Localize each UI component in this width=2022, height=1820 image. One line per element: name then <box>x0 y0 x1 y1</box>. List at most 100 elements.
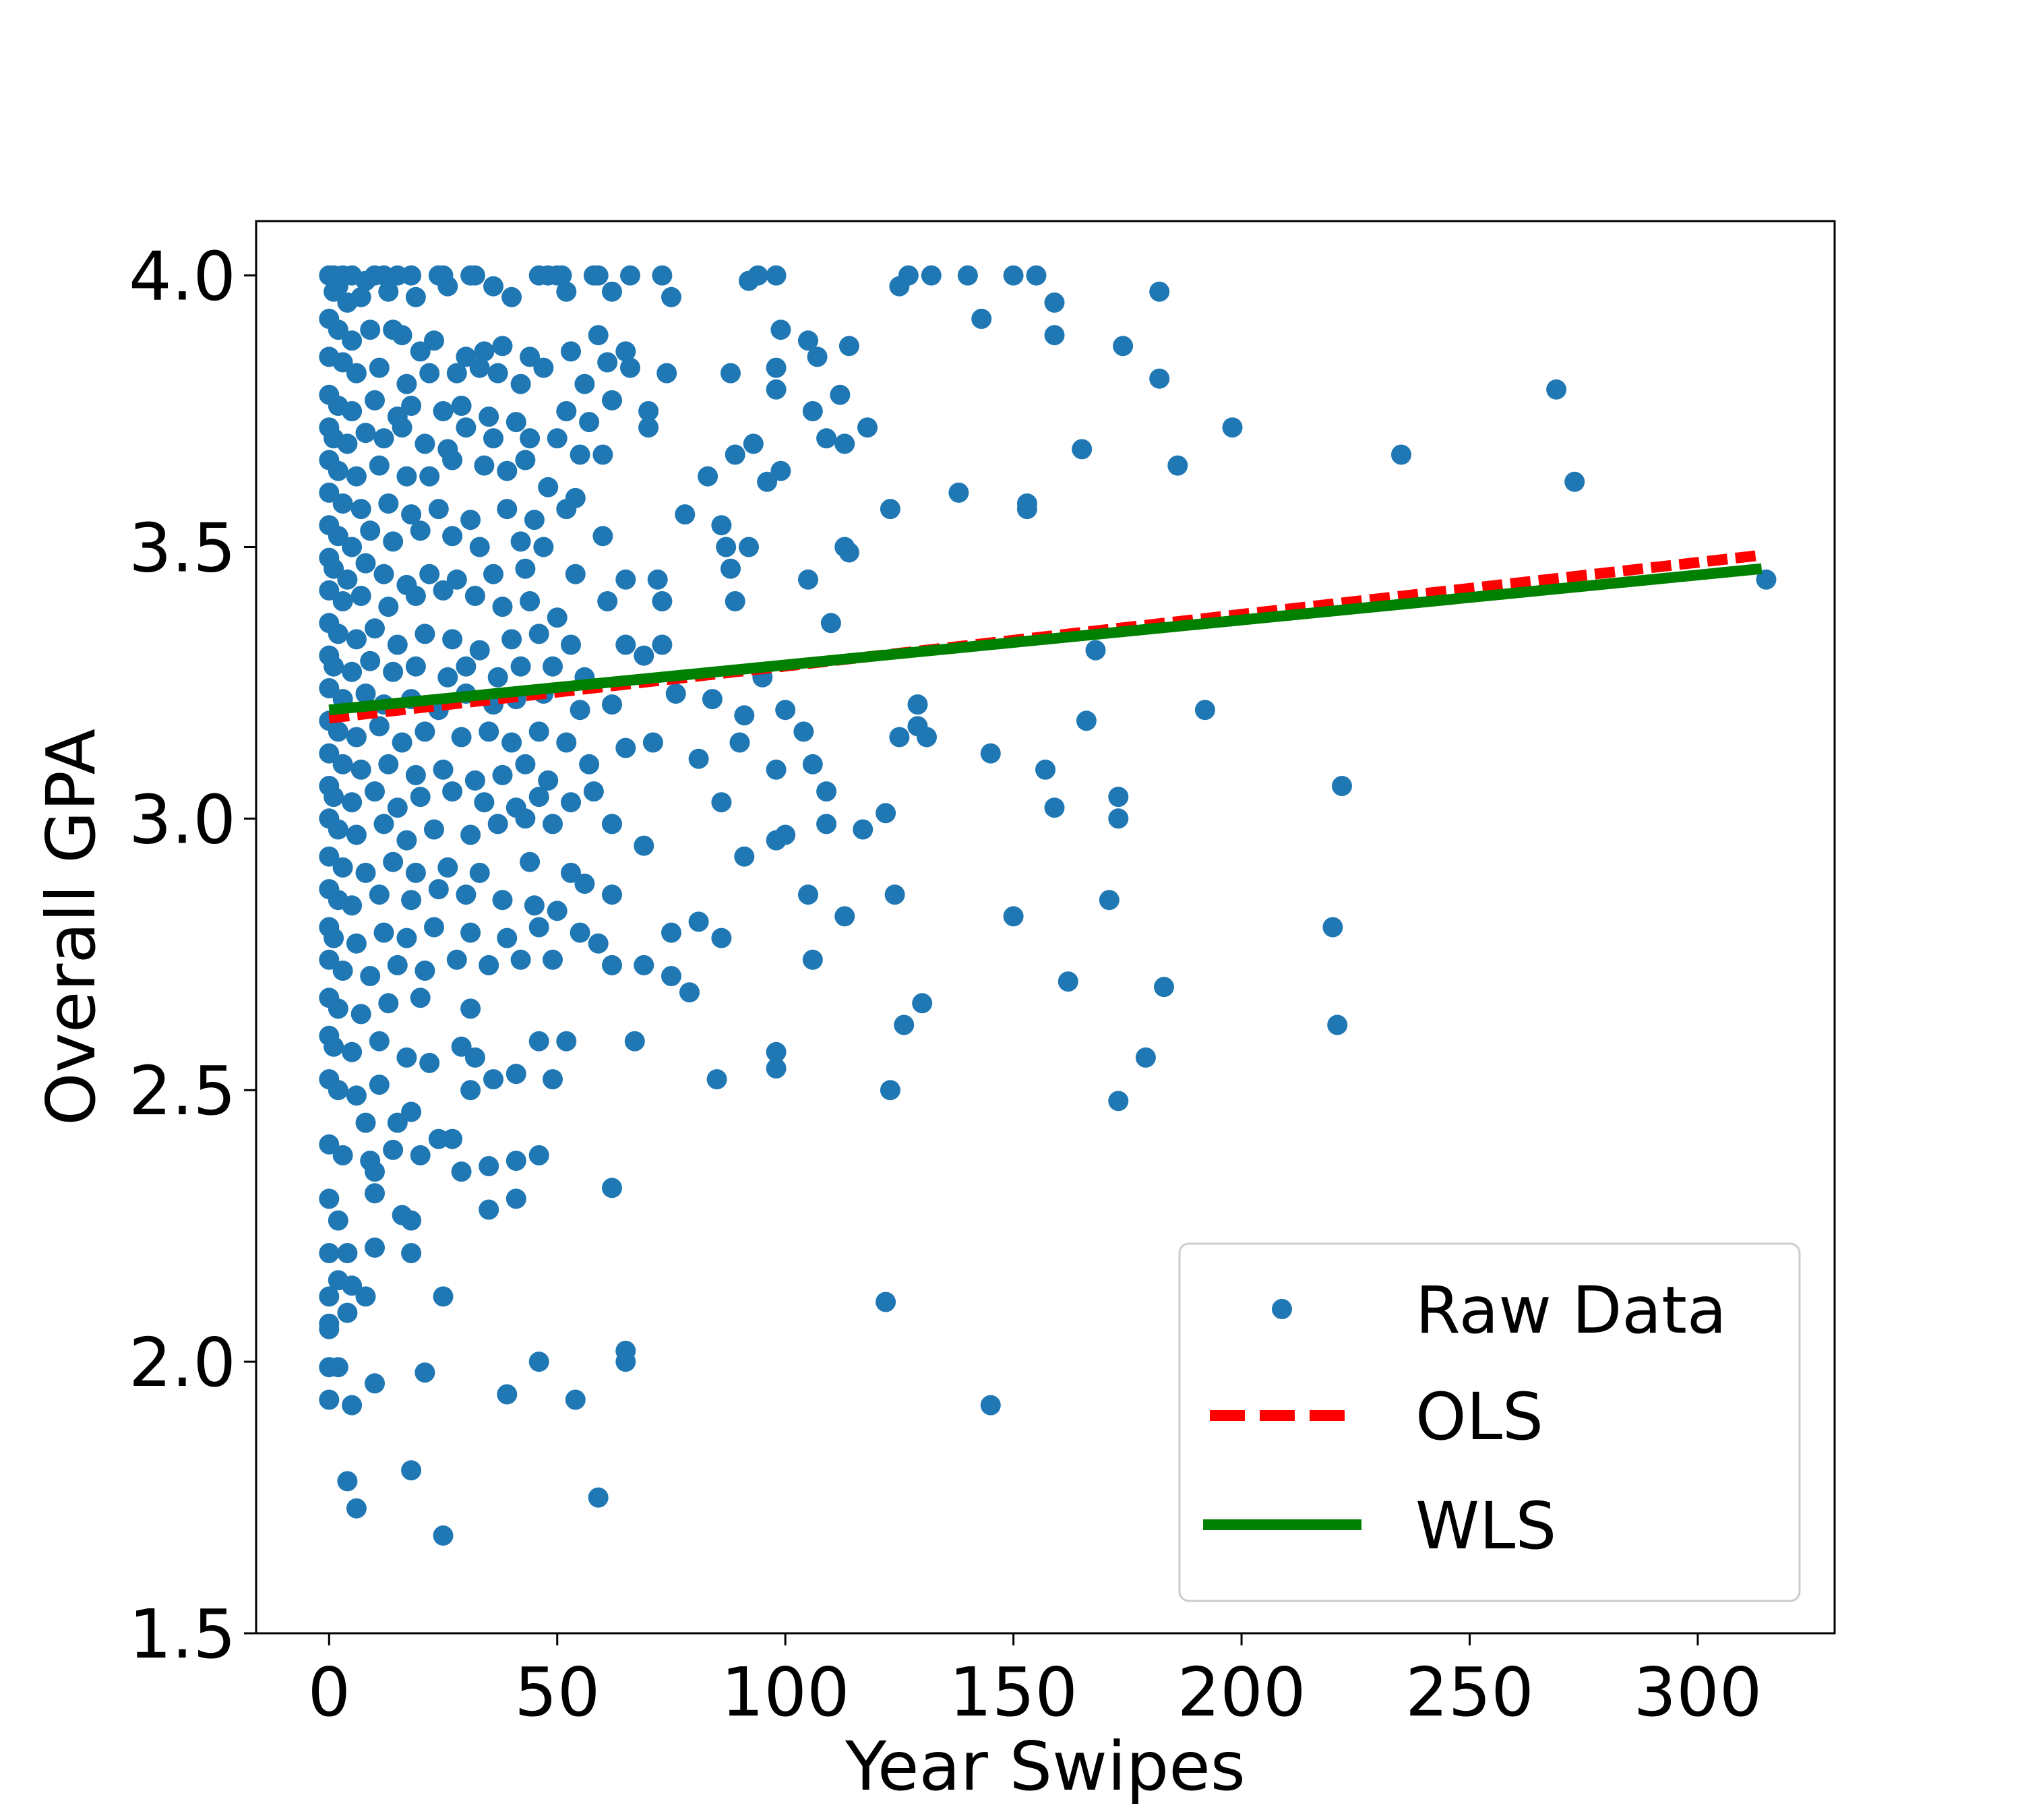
data-point <box>451 1036 472 1057</box>
data-point <box>894 1014 915 1035</box>
data-point <box>757 471 778 492</box>
data-point <box>620 265 640 286</box>
data-point <box>592 526 613 547</box>
data-point <box>464 586 485 606</box>
data-point <box>469 537 490 557</box>
data-point <box>802 401 823 421</box>
data-point <box>401 396 422 416</box>
data-point <box>652 591 673 611</box>
data-point <box>428 499 449 520</box>
data-point <box>688 748 709 769</box>
data-point <box>556 499 577 520</box>
data-point <box>1108 808 1129 829</box>
data-point <box>679 982 700 1003</box>
data-point <box>415 1362 435 1383</box>
data-point <box>520 591 541 611</box>
data-point <box>346 363 367 384</box>
data-point <box>1113 336 1134 357</box>
data-point <box>332 352 353 373</box>
data-point <box>766 265 787 286</box>
data-point <box>369 716 390 737</box>
data-point <box>1076 710 1097 731</box>
data-point <box>492 890 513 911</box>
x-tick-label: 300 <box>1633 1653 1762 1732</box>
data-point <box>802 754 823 775</box>
data-point <box>487 814 508 835</box>
data-point <box>319 949 340 970</box>
data-point <box>538 477 559 497</box>
data-point <box>917 727 937 748</box>
data-point <box>369 357 390 378</box>
data-point <box>337 1243 358 1263</box>
data-point <box>556 732 577 753</box>
data-point <box>332 961 353 981</box>
data-point <box>369 884 390 905</box>
data-point <box>383 661 404 682</box>
data-point <box>880 1080 900 1101</box>
data-point <box>889 727 910 748</box>
data-point <box>365 781 385 802</box>
data-point <box>387 954 408 975</box>
data-point <box>483 276 503 297</box>
data-point <box>405 656 426 677</box>
data-point <box>342 330 363 351</box>
data-point <box>392 325 412 346</box>
data-point <box>921 265 942 286</box>
data-point <box>638 417 659 438</box>
data-point <box>1194 700 1215 721</box>
data-point <box>442 781 463 802</box>
data-point <box>328 624 348 644</box>
data-point <box>378 754 399 775</box>
data-point <box>401 1243 422 1263</box>
data-point <box>880 499 900 520</box>
data-point <box>816 428 837 449</box>
data-point <box>442 450 463 471</box>
plot-frame <box>255 220 1836 1635</box>
data-point <box>483 1069 503 1090</box>
data-point <box>515 754 536 775</box>
data-point <box>734 705 755 726</box>
data-point <box>433 580 454 601</box>
data-point <box>479 954 499 975</box>
data-point <box>1322 917 1343 938</box>
data-point <box>469 640 490 661</box>
data-point <box>319 1318 340 1339</box>
data-point <box>592 444 613 465</box>
data-point <box>912 993 933 1014</box>
data-point <box>957 265 978 286</box>
data-point <box>342 401 363 421</box>
data-point <box>807 346 828 367</box>
data-point <box>355 684 376 704</box>
data-point <box>319 1134 340 1155</box>
x-tick-label: 50 <box>514 1653 600 1732</box>
data-point <box>816 814 837 835</box>
data-point <box>561 792 581 813</box>
data-point <box>579 412 600 433</box>
data-point <box>588 933 609 954</box>
data-point <box>1108 787 1129 808</box>
data-point <box>1099 890 1120 911</box>
data-point <box>528 1145 549 1165</box>
data-point <box>948 482 969 503</box>
data-point <box>798 330 818 351</box>
data-point <box>405 764 426 785</box>
data-point <box>1149 281 1170 302</box>
data-point <box>570 444 590 465</box>
data-point <box>506 1064 526 1085</box>
data-point <box>515 808 536 829</box>
data-point <box>506 1151 526 1171</box>
data-point <box>1135 1047 1156 1068</box>
data-point <box>433 759 454 780</box>
data-point <box>342 1275 363 1296</box>
data-point <box>721 558 741 579</box>
data-point <box>451 727 472 748</box>
data-point <box>410 988 431 1008</box>
data-point <box>487 363 508 384</box>
data-point <box>319 678 340 698</box>
data-point <box>528 787 549 808</box>
data-point <box>464 770 485 791</box>
data-point <box>1546 379 1567 400</box>
data-point <box>365 1183 385 1204</box>
data-point <box>342 537 363 557</box>
